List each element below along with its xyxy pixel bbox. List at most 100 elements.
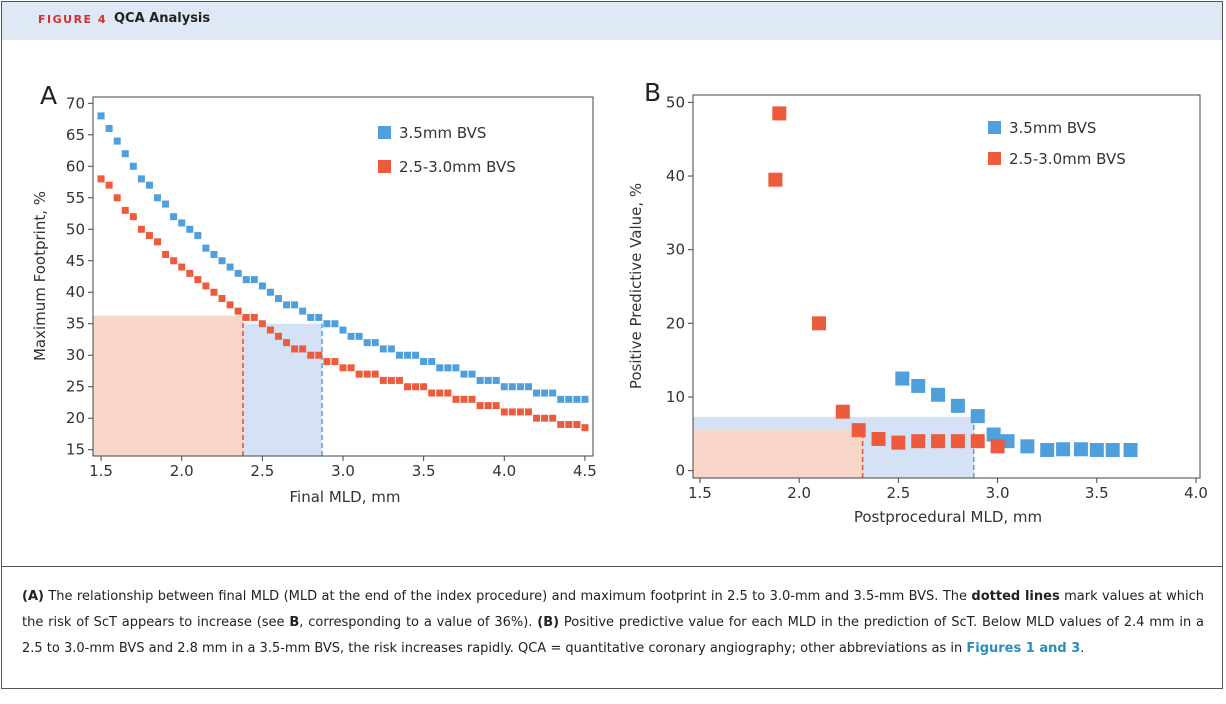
data-point	[339, 326, 347, 334]
threshold-region	[93, 315, 243, 456]
data-point	[484, 376, 492, 384]
data-point	[412, 383, 420, 391]
data-point	[484, 402, 492, 410]
data-point	[266, 326, 274, 334]
data-point	[210, 250, 218, 258]
data-point	[950, 434, 965, 449]
data-point	[299, 307, 307, 315]
data-point	[226, 263, 234, 271]
data-point	[97, 112, 105, 120]
data-point	[1105, 443, 1120, 458]
data-point	[97, 175, 105, 183]
data-point	[990, 439, 1005, 454]
caption-text: (A)	[22, 589, 44, 604]
data-point	[412, 351, 420, 359]
data-point	[1089, 443, 1104, 458]
data-point	[379, 345, 387, 353]
data-point	[533, 414, 541, 422]
data-point	[444, 389, 452, 397]
x-tick-label: 3.5	[412, 462, 436, 480]
data-point	[355, 332, 363, 340]
data-point	[468, 370, 476, 378]
data-point	[420, 383, 428, 391]
data-point	[573, 395, 581, 403]
data-point	[202, 244, 210, 252]
x-axis-label: Final MLD, mm	[290, 488, 401, 506]
legend-label: 3.5mm BVS	[399, 124, 486, 142]
threshold-region	[243, 323, 323, 456]
data-point	[363, 339, 371, 347]
caption-text: dotted lines	[971, 589, 1060, 604]
data-point	[565, 421, 573, 429]
figure-title: QCA Analysis	[114, 11, 211, 26]
data-point	[283, 301, 291, 309]
data-point	[331, 358, 339, 366]
x-tick-label: 1.5	[688, 484, 712, 502]
data-point	[1020, 439, 1035, 454]
legend-label: 2.5-3.0mm BVS	[399, 158, 516, 176]
x-tick-label: 2.0	[787, 484, 811, 502]
data-point	[436, 364, 444, 372]
data-point	[274, 332, 282, 340]
data-point	[105, 124, 113, 132]
y-tick-label: 35	[66, 315, 85, 333]
data-point	[812, 316, 827, 331]
data-point	[250, 276, 258, 284]
y-tick-label: 30	[66, 346, 85, 364]
data-point	[339, 364, 347, 372]
data-point	[508, 383, 516, 391]
panel-label: B	[644, 78, 661, 107]
x-axis-label: Postprocedural MLD, mm	[854, 508, 1042, 526]
data-point	[291, 301, 299, 309]
data-point	[371, 370, 379, 378]
data-point	[420, 358, 428, 366]
data-point	[258, 282, 266, 290]
y-tick-label: 60	[66, 157, 85, 175]
data-point	[178, 263, 186, 271]
data-point	[460, 370, 468, 378]
x-tick-label: 4.5	[573, 462, 597, 480]
data-point	[299, 345, 307, 353]
data-point	[895, 371, 910, 386]
data-point	[476, 376, 484, 384]
data-point	[186, 225, 194, 233]
data-point	[549, 389, 557, 397]
data-point	[315, 351, 323, 359]
data-point	[234, 269, 242, 277]
data-point	[1123, 443, 1138, 458]
data-point	[307, 313, 315, 321]
y-tick-label: 15	[66, 441, 85, 459]
data-point	[323, 320, 331, 328]
data-point	[911, 434, 926, 449]
x-tick-label: 3.5	[1085, 484, 1109, 502]
caption: (A) The relationship between final MLD (…	[22, 584, 1204, 662]
x-tick-label: 2.5	[250, 462, 274, 480]
data-point	[931, 387, 946, 402]
y-axis-label: Positive Predictive Value, %	[627, 183, 645, 389]
figure-frame	[1, 1, 1223, 689]
y-tick-label: 20	[666, 314, 685, 332]
y-tick-label: 45	[66, 252, 85, 270]
data-point	[891, 435, 906, 450]
data-point	[436, 389, 444, 397]
data-point	[170, 257, 178, 265]
y-tick-label: 0	[675, 462, 685, 480]
data-point	[113, 194, 121, 202]
data-point	[835, 404, 850, 419]
data-point	[508, 408, 516, 416]
data-point	[218, 257, 226, 265]
data-point	[234, 307, 242, 315]
data-point	[476, 402, 484, 410]
data-point	[444, 364, 452, 372]
data-point	[210, 288, 218, 296]
data-point	[541, 414, 549, 422]
data-point	[274, 295, 282, 303]
y-tick-label: 65	[66, 126, 85, 144]
y-tick-label: 30	[666, 241, 685, 259]
data-point	[347, 364, 355, 372]
caption-text[interactable]: Figures 1 and 3	[966, 641, 1081, 656]
data-point	[242, 313, 250, 321]
data-point	[581, 424, 589, 432]
plot-frame	[692, 94, 1201, 479]
